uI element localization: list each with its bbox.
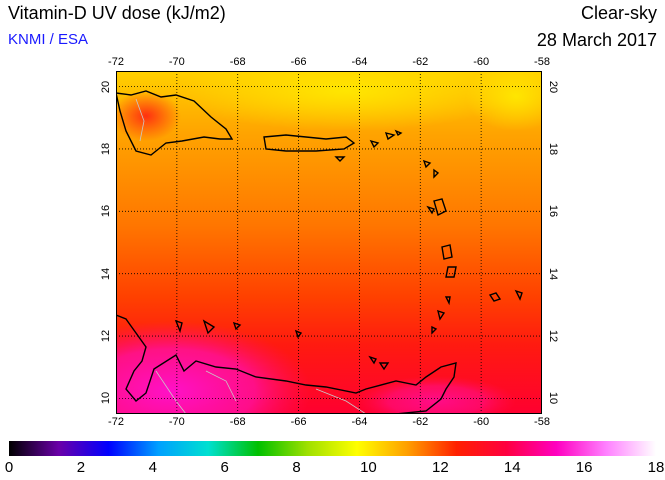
date-label: 28 March 2017 <box>536 30 657 50</box>
colorbar-tick-label: 12 <box>431 459 449 476</box>
longitude-tick-label: -62 <box>412 416 429 428</box>
sky-mode-label: Clear-sky <box>580 3 657 23</box>
latitude-tick-label: 14 <box>100 267 112 280</box>
longitude-tick-label: -58 <box>534 56 550 68</box>
longitude-tick-label: -66 <box>290 416 307 428</box>
latitude-tick-label: 20 <box>100 80 112 93</box>
longitude-tick-label: -62 <box>412 56 429 68</box>
longitude-tick-label: -58 <box>534 416 550 428</box>
longitude-tick-label: -68 <box>229 56 246 68</box>
latitude-tick-label: 18 <box>100 142 112 156</box>
longitude-tick-label: -60 <box>473 416 490 428</box>
longitude-tick-label: -60 <box>473 56 490 68</box>
map-canvas <box>31 51 566 461</box>
colorbar-tick-label: 4 <box>148 459 157 476</box>
longitude-tick-label: -70 <box>168 56 185 68</box>
longitude-tick-label: -68 <box>229 416 246 428</box>
borders <box>135 98 367 415</box>
map-title: Vitamin-D UV dose (kJ/m2) <box>8 3 226 23</box>
longitude-tick-label: -64 <box>351 56 368 68</box>
latitude-tick-label: 14 <box>547 267 559 280</box>
longitude-tick-label: -72 <box>108 416 124 428</box>
latitude-tick-label: 12 <box>100 329 112 343</box>
longitude-tick-label: -66 <box>290 56 307 68</box>
colorbar-tick-label: 14 <box>503 459 521 476</box>
latitude-tick-label: 16 <box>100 205 112 218</box>
longitude-tick-label: -64 <box>351 416 368 428</box>
colorbar-tick-label: 16 <box>575 459 593 476</box>
colorbar-tick-label: 2 <box>76 459 86 476</box>
colorbar <box>9 441 656 456</box>
longitude-tick-label: -72 <box>108 56 124 68</box>
colorbar-tick-label: 10 <box>360 459 377 476</box>
colorbar-tick-label: 8 <box>292 459 301 476</box>
credit-label: KNMI / ESA <box>8 31 89 48</box>
latitude-tick-label: 20 <box>547 80 559 93</box>
longitude-tick-label: -70 <box>168 416 185 428</box>
latitude-tick-label: 16 <box>547 205 559 218</box>
latitude-tick-label: 18 <box>547 142 559 156</box>
highland-region <box>111 91 181 141</box>
map-border <box>116 71 542 414</box>
coastlines <box>115 90 523 415</box>
colorbar-tick-label: 0 <box>4 459 14 476</box>
latitude-tick-label: 10 <box>100 392 112 405</box>
latitude-tick-label: 12 <box>547 329 559 343</box>
uv-dose-map <box>31 51 566 461</box>
colorbar-tick-label: 6 <box>220 459 229 476</box>
latitude-tick-label: 10 <box>547 392 559 405</box>
colorbar-tick-label: 18 <box>647 459 665 476</box>
